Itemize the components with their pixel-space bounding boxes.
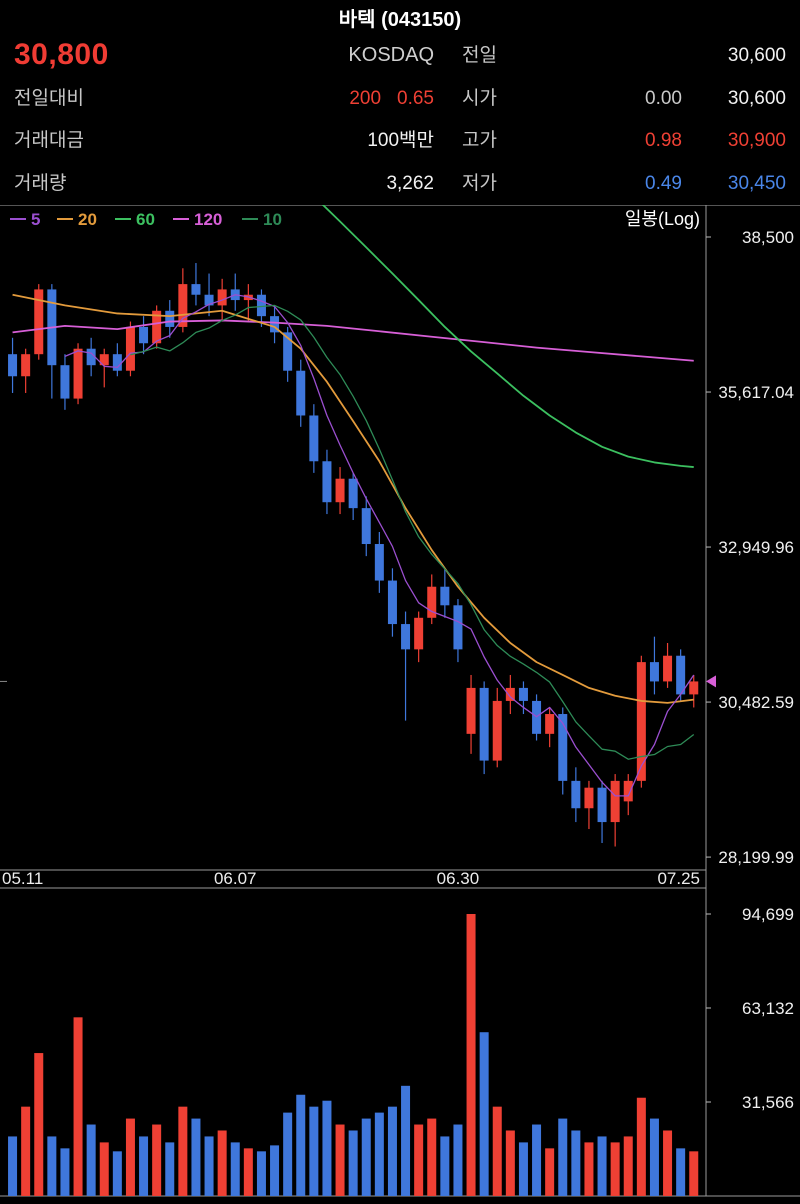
high-label: 고가	[462, 130, 497, 152]
svg-text:38,500: 38,500	[742, 228, 794, 247]
trade-value: 100백만	[367, 130, 434, 152]
open-row: 시가 0.00 30,600	[448, 77, 800, 120]
high-row: 고가 0.98 30,900	[448, 120, 800, 163]
low-row: 저가 0.49 30,450	[448, 162, 800, 205]
svg-text:28,199.99: 28,199.99	[718, 848, 794, 867]
prev-close-row: 전일 30,600	[448, 34, 800, 77]
svg-text:35,617.04: 35,617.04	[718, 383, 794, 402]
trade-value-row: 거래대금 100백만	[0, 120, 448, 163]
volume-row: 거래량 3,262	[0, 162, 448, 205]
svg-text:32,949.96: 32,949.96	[718, 538, 794, 557]
svg-text:31,566: 31,566	[742, 1093, 794, 1112]
high-percent: 0.98	[645, 130, 682, 152]
svg-text:5: 5	[31, 210, 40, 229]
change-percent: 0.65	[397, 87, 434, 109]
trade-value-label: 거래대금	[14, 130, 84, 152]
open-label: 시가	[462, 87, 497, 109]
quote-header: 30,800 KOSDAQ 전일대비 200 0.65 거래대금 100백만 거…	[0, 34, 800, 205]
change-label: 전일대비	[14, 87, 84, 109]
svg-text:94,699: 94,699	[742, 905, 794, 924]
prev-close-label: 전일	[462, 44, 497, 66]
svg-text:10: 10	[263, 210, 282, 229]
candlestick-volume-chart[interactable]: 38,500 35,617.04 32,949.96 30,482.59 28,199.…	[0, 205, 800, 1204]
stock-title: 바텍 (043150)	[338, 8, 462, 31]
volume-label: 거래량	[14, 173, 67, 195]
svg-text:63,132: 63,132	[742, 999, 794, 1018]
svg-text:60: 60	[136, 210, 155, 229]
change-value: 200	[349, 87, 382, 109]
svg-text:06.07: 06.07	[214, 869, 257, 888]
open-value: 30,600	[727, 87, 786, 109]
svg-text:20: 20	[78, 210, 97, 229]
svg-text:30,482.59: 30,482.59	[718, 693, 794, 712]
price-row: 30,800 KOSDAQ	[0, 34, 448, 77]
low-value: 30,450	[727, 173, 786, 195]
low-label: 저가	[462, 173, 497, 195]
current-price: 30,800	[14, 38, 109, 72]
high-value: 30,900	[727, 130, 786, 152]
volume-value: 3,262	[386, 173, 434, 195]
low-percent: 0.49	[645, 173, 682, 195]
svg-text:일봉(Log): 일봉(Log)	[625, 209, 700, 229]
market-label: KOSDAQ	[348, 44, 434, 67]
quote-right-column: 전일 30,600 시가 0.00 30,600 고가 0.98 30,900 …	[448, 34, 800, 205]
title-bar: 바텍 (043150)	[0, 0, 800, 34]
svg-text:05.11: 05.11	[2, 869, 43, 888]
change-row: 전일대비 200 0.65	[0, 77, 448, 120]
svg-text:120: 120	[194, 210, 222, 229]
open-percent: 0.00	[645, 87, 682, 109]
quote-left-column: 30,800 KOSDAQ 전일대비 200 0.65 거래대금 100백만 거…	[0, 34, 448, 205]
prev-close-value: 30,600	[727, 44, 786, 66]
svg-text:06.30: 06.30	[437, 869, 480, 888]
svg-text:07.25: 07.25	[657, 869, 700, 888]
